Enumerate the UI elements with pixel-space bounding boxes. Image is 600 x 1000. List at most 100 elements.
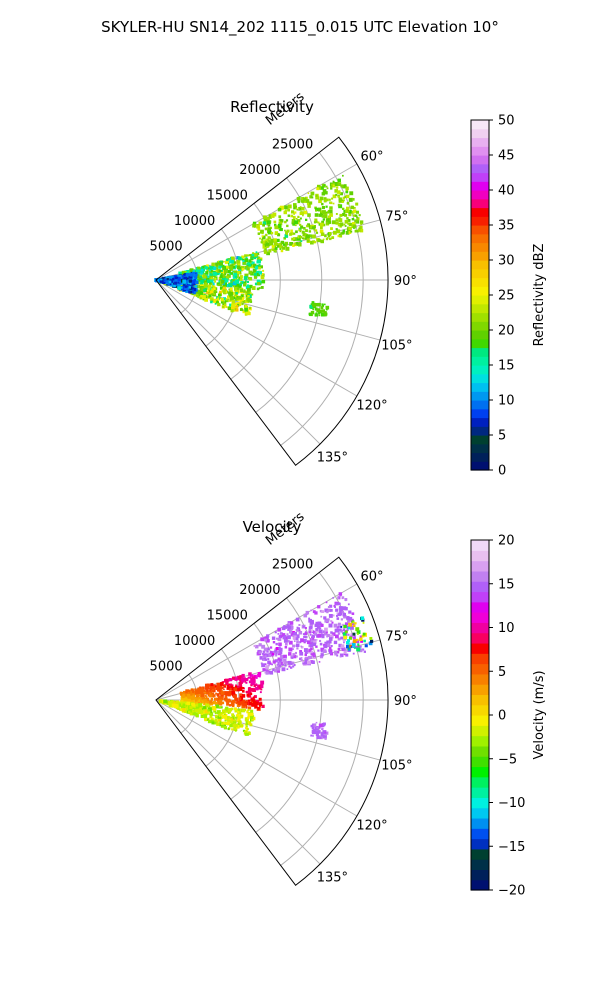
- azimuth-tick-label: 135°: [317, 870, 348, 885]
- echo-gate: [352, 221, 356, 226]
- echo-gate: [347, 222, 350, 225]
- echo-gate: [244, 254, 248, 258]
- echo-gate: [328, 623, 333, 628]
- echo-gate: [309, 201, 313, 205]
- echo-gate: [233, 687, 238, 692]
- echo-gate: [236, 713, 239, 716]
- echo-gate: [345, 231, 350, 235]
- colorbar-segment: [471, 277, 489, 287]
- echo-gate: [254, 266, 259, 270]
- echo-gate: [285, 230, 288, 234]
- echo-gate: [359, 220, 364, 224]
- echo-gate: [253, 272, 257, 277]
- echo-gate: [268, 240, 271, 243]
- echo-gate: [216, 267, 219, 270]
- colorbar-label: Velocity (m/s): [532, 670, 547, 759]
- echo-gate: [287, 214, 290, 217]
- echo-gate: [253, 275, 257, 279]
- echo-gate: [340, 184, 344, 188]
- echo-gate: [299, 217, 302, 220]
- echo-gate: [357, 228, 361, 232]
- echo-gate: [283, 658, 287, 663]
- echo-gate: [364, 644, 368, 648]
- echo-gate: [299, 211, 303, 215]
- echo-gate: [231, 724, 235, 728]
- echo-gate: [329, 649, 333, 653]
- echo-gate: [179, 272, 182, 275]
- range-tick-label: 5000: [150, 659, 183, 674]
- echo-gate: [278, 647, 283, 652]
- echo-gate: [247, 716, 250, 720]
- echo-gate: [266, 650, 269, 653]
- colorbar-segment: [471, 426, 489, 436]
- echo-gate: [213, 298, 217, 302]
- echo-gate: [209, 279, 213, 283]
- echo-gate: [261, 644, 266, 649]
- echo-gate: [305, 218, 308, 221]
- colorbar-tick-label: 5: [498, 429, 506, 444]
- echo-gate: [313, 631, 316, 634]
- echo-gate: [208, 710, 212, 714]
- echo-gate: [319, 655, 324, 659]
- echo-gate: [227, 273, 231, 278]
- echo-gate: [247, 708, 250, 712]
- echo-gate: [192, 277, 196, 280]
- echo-gate: [230, 272, 234, 275]
- echo-gate: [330, 227, 333, 230]
- echo-gate: [238, 720, 242, 725]
- echo-gate: [220, 687, 223, 690]
- colorbar-segment: [471, 570, 489, 582]
- echo-gate: [230, 260, 235, 264]
- echo-gate: [247, 311, 251, 316]
- echo-gate: [354, 219, 358, 223]
- echo-gate: [230, 720, 234, 724]
- echo-gate: [242, 300, 245, 303]
- echo-gate: [248, 259, 252, 263]
- echo-gate: [235, 304, 239, 308]
- echo-gate: [258, 266, 261, 270]
- echo-gate: [209, 712, 214, 716]
- echo-gate: [339, 608, 343, 613]
- echo-gate: [325, 198, 329, 202]
- echo-gate: [185, 703, 188, 706]
- echo-gate: [249, 723, 252, 725]
- echo-gate: [348, 213, 352, 217]
- echo-gate: [342, 647, 346, 651]
- echo-gate: [276, 666, 281, 671]
- echo-gate: [323, 632, 328, 636]
- echo-gate: [187, 270, 190, 273]
- echo-gate: [306, 237, 310, 241]
- echo-gate: [286, 668, 289, 670]
- echo-gate: [315, 207, 319, 211]
- echo-gate: [234, 721, 237, 724]
- echo-gate: [355, 627, 360, 632]
- echo-gate: [317, 238, 321, 243]
- echo-gate: [261, 235, 264, 238]
- echo-gate: [311, 731, 315, 735]
- echo-gate: [221, 272, 223, 275]
- echo-gate: [335, 228, 338, 231]
- echo-gate: [291, 656, 294, 659]
- echo-gate: [316, 187, 320, 191]
- echo-gate: [310, 651, 314, 654]
- panel-reflectivity: Reflectivity500010000150002000025000Mete…: [150, 89, 547, 478]
- echo-gate: [363, 650, 366, 653]
- echo-gate: [346, 194, 350, 199]
- echo-gate: [284, 244, 287, 248]
- echo-gate: [234, 285, 238, 288]
- echo-gate: [358, 214, 361, 217]
- echo-gate: [315, 645, 318, 648]
- echo-gate: [249, 723, 253, 727]
- colorbar-tick-label: 10: [498, 621, 515, 636]
- echo-gate: [292, 654, 297, 659]
- echo-gate: [239, 708, 243, 712]
- echo-gate: [345, 186, 349, 190]
- echo-gate: [234, 279, 239, 284]
- echo-gate: [296, 647, 299, 650]
- echo-gate: [300, 659, 303, 662]
- echo-gate: [246, 728, 249, 731]
- echo-gate: [237, 718, 241, 723]
- range-tick-label: 15000: [207, 608, 248, 623]
- echo-gate: [311, 653, 314, 656]
- echo-gate: [217, 273, 219, 276]
